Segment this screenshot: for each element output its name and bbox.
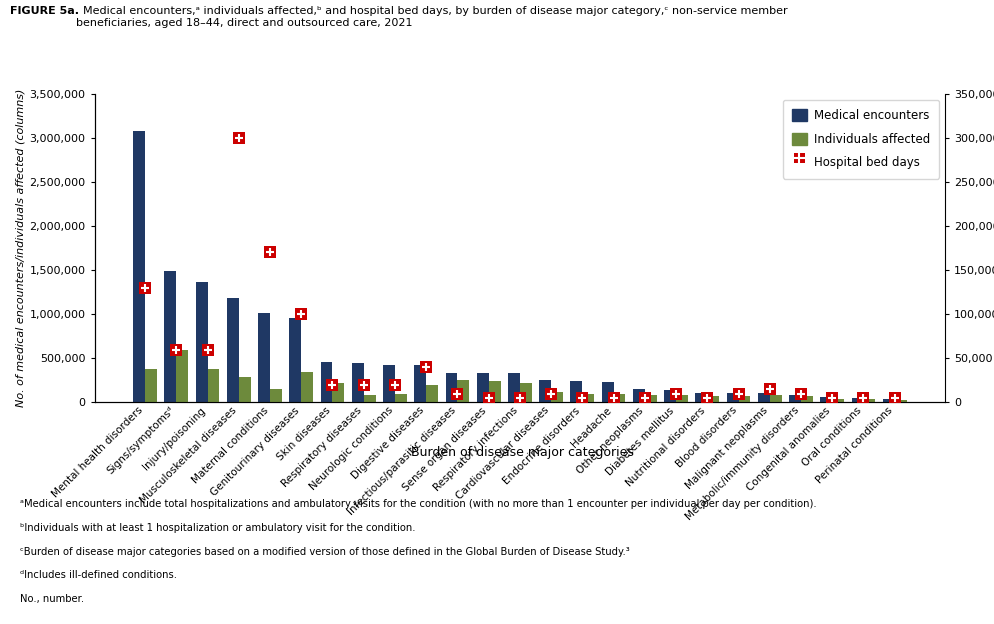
Bar: [227, 298, 239, 402]
Bar: [800, 396, 812, 402]
Bar: [457, 381, 469, 402]
Bar: [520, 383, 531, 402]
Bar: [508, 373, 520, 402]
Bar: [831, 399, 843, 402]
Bar: [320, 362, 332, 402]
Bar: [196, 283, 208, 402]
Bar: [675, 396, 687, 402]
Text: No., number.: No., number.: [20, 594, 83, 604]
Text: ᶜBurden of disease major categories based on a modified version of those defined: ᶜBurden of disease major categories base…: [20, 547, 629, 557]
Bar: [208, 369, 220, 402]
Bar: [819, 397, 831, 402]
Bar: [257, 313, 269, 402]
Bar: [581, 394, 593, 402]
Bar: [488, 381, 500, 402]
Bar: [145, 369, 157, 402]
Bar: [788, 394, 800, 402]
Text: ᵈIncludes ill-defined conditions.: ᵈIncludes ill-defined conditions.: [20, 570, 177, 580]
Bar: [613, 394, 625, 402]
Text: ᵃMedical encounters include total hospitalizations and ambulatory visits for the: ᵃMedical encounters include total hospit…: [20, 499, 816, 509]
Bar: [738, 396, 749, 402]
Bar: [863, 399, 875, 402]
Bar: [164, 271, 176, 402]
Bar: [352, 363, 364, 402]
Legend: Medical encounters, Individuals affected, Hospital bed days: Medical encounters, Individuals affected…: [782, 99, 938, 178]
Bar: [425, 385, 437, 402]
Bar: [239, 377, 250, 402]
Bar: [894, 400, 906, 402]
Bar: [632, 389, 644, 402]
Bar: [644, 395, 656, 402]
Bar: [383, 364, 395, 402]
Bar: [364, 394, 375, 402]
Bar: [601, 382, 613, 402]
Bar: [664, 390, 675, 402]
Bar: [414, 364, 425, 402]
Bar: [882, 399, 894, 402]
Bar: [769, 396, 781, 402]
Bar: [476, 373, 488, 402]
Bar: [176, 349, 188, 402]
Text: Medical encounters,ᵃ individuals affected,ᵇ and hospital bed days, by burden of : Medical encounters,ᵃ individuals affecte…: [77, 6, 787, 28]
Bar: [301, 373, 313, 402]
Text: ᵇIndividuals with at least 1 hospitalization or ambulatory visit for the conditi: ᵇIndividuals with at least 1 hospitaliza…: [20, 523, 414, 533]
Bar: [289, 318, 301, 402]
Bar: [726, 392, 738, 402]
Bar: [851, 397, 863, 402]
Bar: [695, 392, 707, 402]
Bar: [445, 373, 457, 402]
Bar: [395, 394, 407, 402]
Bar: [539, 381, 551, 402]
Text: Burden of disease major categories: Burden of disease major categories: [411, 446, 633, 459]
Bar: [570, 381, 581, 402]
Text: FIGURE 5a.: FIGURE 5a.: [10, 6, 79, 16]
Bar: [332, 383, 344, 402]
Bar: [757, 392, 769, 402]
Bar: [133, 130, 145, 402]
Bar: [707, 396, 719, 402]
Bar: [551, 392, 563, 402]
Y-axis label: No. of medical encounters/individuals affected (columns): No. of medical encounters/individuals af…: [15, 89, 25, 407]
Bar: [269, 389, 281, 402]
